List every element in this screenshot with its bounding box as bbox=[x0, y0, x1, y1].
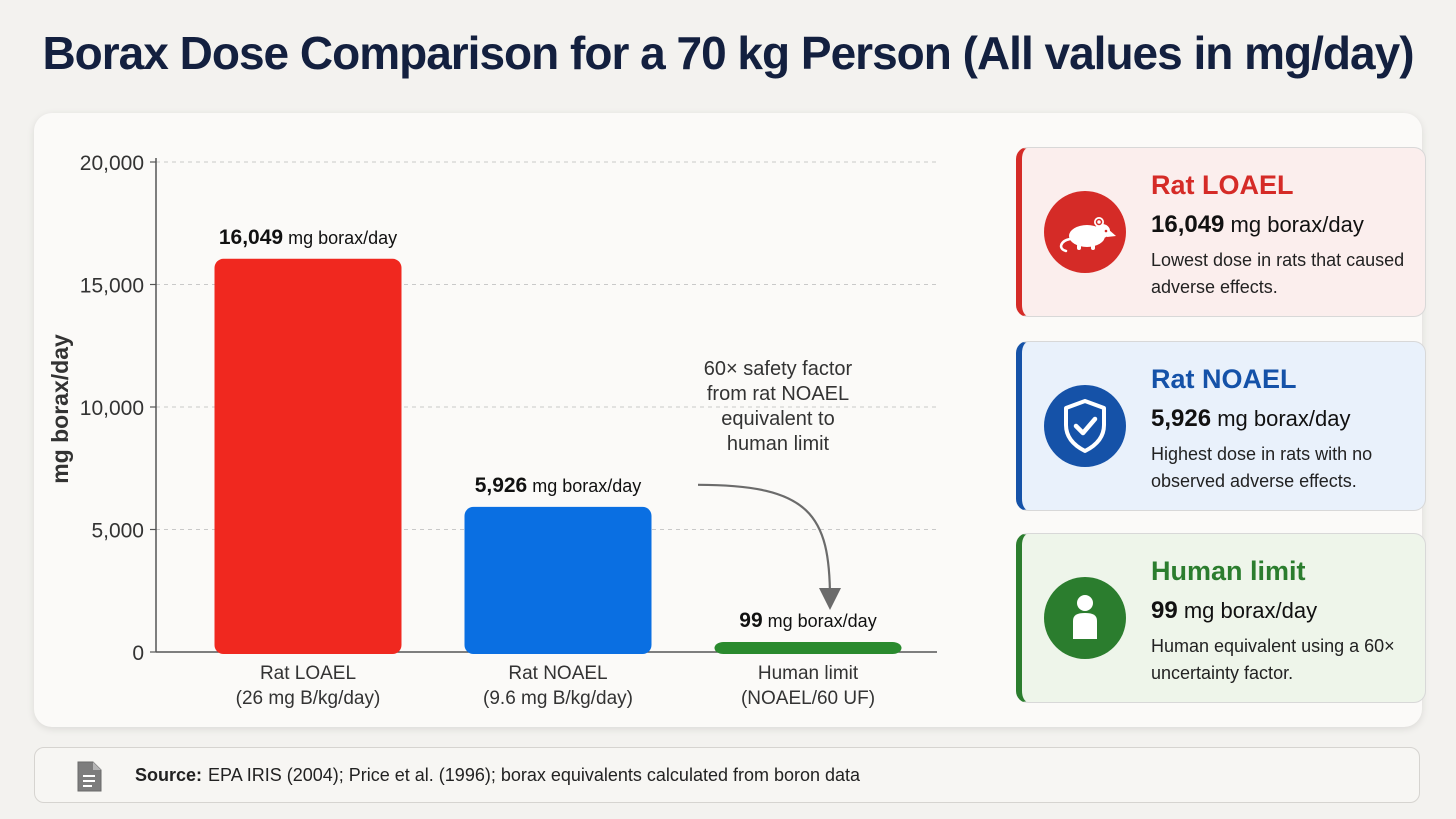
annotation-text: human limit bbox=[727, 433, 830, 455]
card-description: Human equivalent using a 60× uncertainty… bbox=[1151, 636, 1395, 683]
bar-rat-noael bbox=[464, 506, 652, 654]
card-description: Highest dose in rats with no observed ad… bbox=[1151, 444, 1373, 491]
x-tick-label: (NOAEL/60 UF) bbox=[741, 688, 875, 709]
y-tick-label: 20,000 bbox=[80, 152, 144, 175]
data-label: 5,926 mg borax/day bbox=[475, 474, 642, 497]
card-human-limit: Human limit 99 mg borax/day Human equiva… bbox=[1016, 533, 1426, 703]
bar-human-limit bbox=[714, 642, 902, 654]
bar-rat-loael bbox=[214, 258, 402, 654]
y-tick-label: 5,000 bbox=[91, 520, 144, 543]
source-bar: Source: EPA IRIS (2004); Price et al. (19… bbox=[34, 747, 1420, 803]
card-title: Human limit bbox=[1151, 556, 1306, 586]
source-text: Source: EPA IRIS (2004); Price et al. (19… bbox=[135, 765, 861, 785]
annotation-text: equivalent to bbox=[721, 408, 834, 430]
y-axis-title: mg borax/day bbox=[47, 334, 73, 484]
y-tick-label: 0 bbox=[132, 642, 144, 665]
data-label: 99 mg borax/day bbox=[739, 609, 876, 632]
rat-icon bbox=[1044, 191, 1126, 273]
card-description: Lowest dose in rats that caused adverse … bbox=[1151, 250, 1405, 297]
bar-chart: 0 5,000 10,000 15,000 20,000 mg borax/day 16,0… bbox=[47, 152, 937, 709]
card-value: 99 mg borax/day bbox=[1151, 597, 1318, 624]
data-label: 16,049 mg borax/day bbox=[219, 226, 397, 249]
y-tick-label: 10,000 bbox=[80, 397, 144, 420]
x-tick-label: Human limit bbox=[758, 663, 859, 684]
x-tick-label: Rat NOAEL bbox=[508, 663, 607, 684]
card-title: Rat LOAEL bbox=[1151, 170, 1294, 200]
card-title: Rat NOAEL bbox=[1151, 364, 1297, 394]
x-tick-label: Rat LOAEL bbox=[260, 663, 356, 684]
annotation-text: 60× safety factor bbox=[704, 358, 853, 380]
document-icon bbox=[75, 761, 103, 798]
x-tick-label: (9.6 mg B/kg/day) bbox=[483, 688, 633, 709]
person-icon bbox=[1044, 577, 1126, 659]
y-tick-label: 15,000 bbox=[80, 275, 144, 298]
card-rat-noael: Rat NOAEL 5,926 mg borax/day Highest dos… bbox=[1016, 341, 1426, 511]
shield-check-icon bbox=[1044, 385, 1126, 467]
card-value: 16,049 mg borax/day bbox=[1151, 211, 1364, 238]
annotation-arrow bbox=[697, 483, 841, 610]
card-rat-loael: Rat LOAEL 16,049 mg borax/day Lowest dos… bbox=[1016, 147, 1426, 317]
x-tick-label: (26 mg B/kg/day) bbox=[236, 688, 381, 709]
page-title: Borax Dose Comparison for a 70 kg Person… bbox=[42, 27, 1414, 79]
card-value: 5,926 mg borax/day bbox=[1151, 405, 1351, 432]
annotation-text: from rat NOAEL bbox=[707, 383, 849, 405]
main-panel: 0 5,000 10,000 15,000 20,000 mg borax/day 16,0… bbox=[34, 113, 1426, 727]
